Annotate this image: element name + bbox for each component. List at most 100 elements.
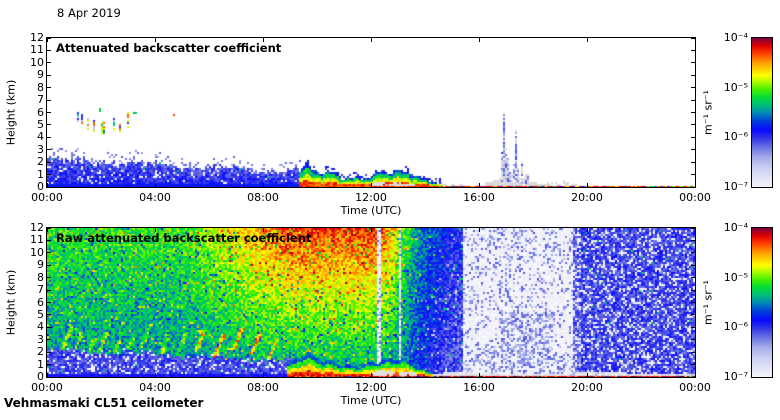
colorbar-attenuated: [751, 37, 773, 188]
y-tick-mark: [47, 161, 51, 163]
y-tick-label: 0: [37, 370, 44, 383]
x-tick-mark: [371, 183, 372, 187]
y-tick-mark: [47, 112, 51, 113]
colorbar-tick-label: 10⁻⁷: [723, 370, 748, 383]
y-tick-mark: [691, 37, 695, 39]
x-tick-label: 16:00: [463, 381, 495, 394]
y-tick-label: 6: [37, 105, 44, 119]
y-tick-label: 5: [37, 117, 44, 131]
y-tick-mark: [47, 277, 51, 279]
y-tick-mark: [691, 174, 695, 176]
y-tick-label: 10: [30, 55, 44, 69]
x-tick-mark: [155, 228, 156, 232]
y-tick-mark: [47, 124, 51, 126]
y-tick-mark: [691, 264, 695, 266]
y-tick-mark: [47, 136, 51, 138]
y-tick-mark: [47, 186, 51, 188]
y-tick-label: 2: [37, 345, 44, 359]
y-tick-mark: [691, 364, 695, 366]
x-tick-mark: [587, 228, 588, 232]
x-tick-mark: [479, 228, 480, 232]
x-tick-label: 08:00: [247, 381, 279, 394]
x-tick-mark: [371, 228, 372, 232]
panel-title-raw: Raw attenuated backscatter coefficient: [56, 231, 312, 245]
colorbar-tick-label: 10⁻⁵: [723, 270, 748, 284]
x-tick-label: 08:00: [247, 191, 279, 204]
colorbar-gradient: [752, 38, 772, 187]
y-tick-label: 11: [30, 43, 44, 57]
x-tick-mark: [47, 38, 48, 42]
y-tick-label: 10: [30, 245, 44, 259]
y-tick-label: 0: [37, 180, 44, 193]
colorbar-tick-label: 10⁻⁷: [723, 180, 748, 193]
x-tick-mark: [155, 38, 156, 42]
x-tick-mark: [47, 183, 48, 187]
x-tick-mark: [47, 228, 48, 232]
x-tick-mark: [263, 228, 264, 232]
y-tick-label: 12: [30, 221, 44, 234]
x-tick-mark: [695, 373, 696, 377]
x-tick-label: 12:00: [355, 191, 387, 204]
colorbar-unit-label: m⁻¹ sr⁻¹: [701, 89, 715, 135]
raw-backscatter-heatmap: [47, 228, 695, 377]
x-tick-label: 04:00: [139, 191, 171, 204]
y-tick-label: 9: [37, 258, 44, 272]
y-tick-label: 4: [37, 130, 44, 144]
y-tick-mark: [691, 99, 695, 101]
y-tick-mark: [691, 302, 695, 303]
y-tick-label: 12: [30, 31, 44, 44]
y-tick-mark: [47, 264, 51, 266]
y-tick-mark: [691, 136, 695, 138]
y-tick-label: 8: [37, 80, 44, 94]
x-tick-mark: [47, 373, 48, 377]
x-tick-mark: [695, 228, 696, 232]
y-tick-mark: [47, 174, 51, 176]
x-tick-mark: [155, 373, 156, 377]
panel-attenuated-backscatter: Attenuated backscatter coefficient: [46, 37, 696, 188]
x-tick-mark: [695, 38, 696, 42]
colorbar-unit-label: m⁻¹ sr⁻¹: [701, 279, 715, 325]
y-tick-label: 7: [37, 283, 44, 297]
colorbar-tick-label: 10⁻⁶: [723, 130, 748, 144]
x-tick-mark: [695, 183, 696, 187]
y-tick-label: 5: [37, 307, 44, 321]
y-tick-mark: [47, 339, 51, 341]
colorbar-raw: [751, 227, 773, 378]
y-tick-mark: [47, 239, 51, 241]
y-tick-mark: [691, 289, 695, 291]
y-tick-label: 8: [37, 270, 44, 284]
x-tick-mark: [263, 38, 264, 42]
y-tick-mark: [691, 49, 695, 51]
y-tick-mark: [47, 149, 51, 151]
y-tick-mark: [47, 314, 51, 316]
y-tick-mark: [691, 149, 695, 151]
x-tick-mark: [155, 183, 156, 187]
y-tick-mark: [47, 87, 51, 89]
y-tick-mark: [47, 62, 51, 64]
y-tick-mark: [691, 277, 695, 279]
y-tick-mark: [691, 227, 695, 229]
panel-title-attenuated: Attenuated backscatter coefficient: [56, 41, 282, 55]
y-tick-mark: [47, 376, 51, 378]
x-tick-label: 12:00: [355, 381, 387, 394]
y-tick-mark: [47, 99, 51, 101]
y-tick-mark: [691, 112, 695, 113]
y-tick-mark: [47, 364, 51, 366]
x-tick-mark: [479, 183, 480, 187]
y-axis-title: Height (km): [4, 79, 18, 145]
y-tick-mark: [691, 186, 695, 188]
y-tick-label: 6: [37, 295, 44, 309]
x-tick-label: 04:00: [139, 381, 171, 394]
x-tick-mark: [479, 373, 480, 377]
x-tick-label: 00:00: [679, 381, 711, 394]
y-tick-mark: [691, 339, 695, 341]
panel-raw-backscatter: Raw attenuated backscatter coefficient: [46, 227, 696, 378]
x-axis-title: Time (UTC): [340, 394, 402, 407]
y-axis-title: Height (km): [4, 269, 18, 335]
x-tick-label: 16:00: [463, 191, 495, 204]
y-tick-mark: [47, 252, 51, 254]
y-tick-label: 3: [37, 142, 44, 156]
x-tick-label: 20:00: [571, 191, 603, 204]
y-tick-mark: [691, 314, 695, 316]
